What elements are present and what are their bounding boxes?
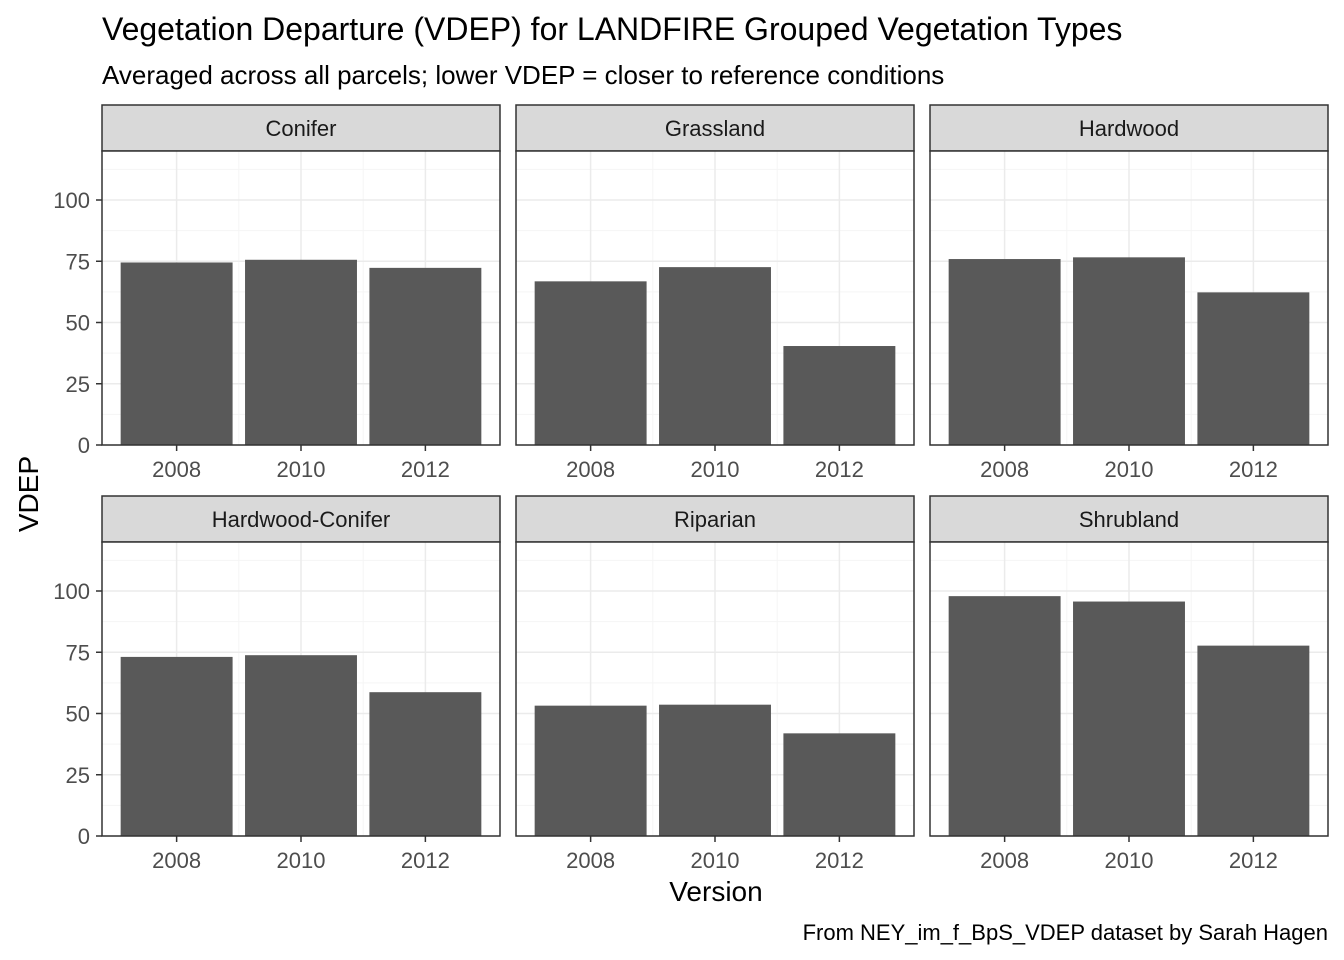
facet-strip-label: Hardwood-Conifer	[212, 507, 391, 532]
bar-shrubland-2010	[1073, 602, 1185, 836]
bar-riparian-2012	[783, 733, 895, 836]
facet-strip-label: Hardwood	[1079, 116, 1179, 141]
bar-conifer-2012	[369, 268, 481, 445]
facet-grassland: Grassland 2008 2010 2012	[516, 105, 914, 482]
x-tick-label: 2010	[1105, 848, 1154, 873]
x-tick-label: 2008	[980, 457, 1029, 482]
facet-hardwood-conifer: Hardwood-Conifer 2008 2010 2012 0 25 50 75 100	[53, 496, 500, 873]
x-tick-label: 2010	[1105, 457, 1154, 482]
bar-shrubland-2008	[949, 596, 1061, 836]
bar-riparian-2010	[659, 705, 771, 836]
bar-hardwood-conifer-2012	[369, 692, 481, 836]
bar-riparian-2008	[535, 706, 647, 836]
bar-hardwood-2010	[1073, 257, 1185, 445]
bar-hardwood-2008	[949, 259, 1061, 445]
x-tick-label: 2012	[1229, 457, 1278, 482]
x-tick-label: 2008	[152, 848, 201, 873]
facet-hardwood: Hardwood 2008 2010 2012	[930, 105, 1328, 482]
x-tick-label: 2012	[815, 848, 864, 873]
y-tick-label: 25	[66, 372, 90, 397]
y-tick-label: 0	[78, 824, 90, 849]
y-tick-label: 75	[66, 640, 90, 665]
facet-riparian: Riparian 2008 2010 2012	[516, 496, 914, 873]
y-axis-title: VDEP	[13, 456, 44, 532]
y-tick-label: 75	[66, 249, 90, 274]
x-tick-label: 2012	[815, 457, 864, 482]
x-tick-label: 2012	[401, 848, 450, 873]
bar-hardwood-2012	[1197, 292, 1309, 445]
x-tick-label: 2012	[1229, 848, 1278, 873]
y-tick-label: 0	[78, 433, 90, 458]
x-tick-label: 2008	[152, 457, 201, 482]
x-tick-label: 2008	[980, 848, 1029, 873]
x-tick-label: 2010	[277, 848, 326, 873]
facet-strip-label: Riparian	[674, 507, 756, 532]
bar-grassland-2010	[659, 267, 771, 445]
bar-conifer-2010	[245, 260, 357, 445]
bar-shrubland-2012	[1197, 646, 1309, 836]
facet-strip-label: Conifer	[266, 116, 337, 141]
bar-hardwood-conifer-2010	[245, 655, 357, 836]
facet-conifer: Conifer 2008 2010 2012 0 25 50 75 100	[53, 105, 500, 482]
bar-hardwood-conifer-2008	[121, 657, 233, 836]
bar-grassland-2012	[783, 346, 895, 445]
facet-strip-label: Grassland	[665, 116, 765, 141]
x-tick-label: 2010	[691, 457, 740, 482]
facet-strip-label: Shrubland	[1079, 507, 1179, 532]
x-axis-title: Version	[669, 876, 762, 907]
bar-conifer-2008	[121, 262, 233, 445]
x-tick-label: 2010	[691, 848, 740, 873]
y-tick-label: 50	[66, 702, 90, 727]
x-tick-label: 2008	[566, 848, 615, 873]
y-tick-label: 100	[53, 188, 90, 213]
facet-shrubland: Shrubland 2008 2010 2012	[930, 496, 1328, 873]
y-tick-label: 50	[66, 311, 90, 336]
y-tick-label: 100	[53, 579, 90, 604]
x-tick-label: 2010	[277, 457, 326, 482]
chart-caption: From NEY_im_f_BpS_VDEP dataset by Sarah …	[803, 920, 1328, 946]
bar-grassland-2008	[535, 281, 647, 445]
x-tick-label: 2012	[401, 457, 450, 482]
y-tick-label: 25	[66, 763, 90, 788]
x-tick-label: 2008	[566, 457, 615, 482]
